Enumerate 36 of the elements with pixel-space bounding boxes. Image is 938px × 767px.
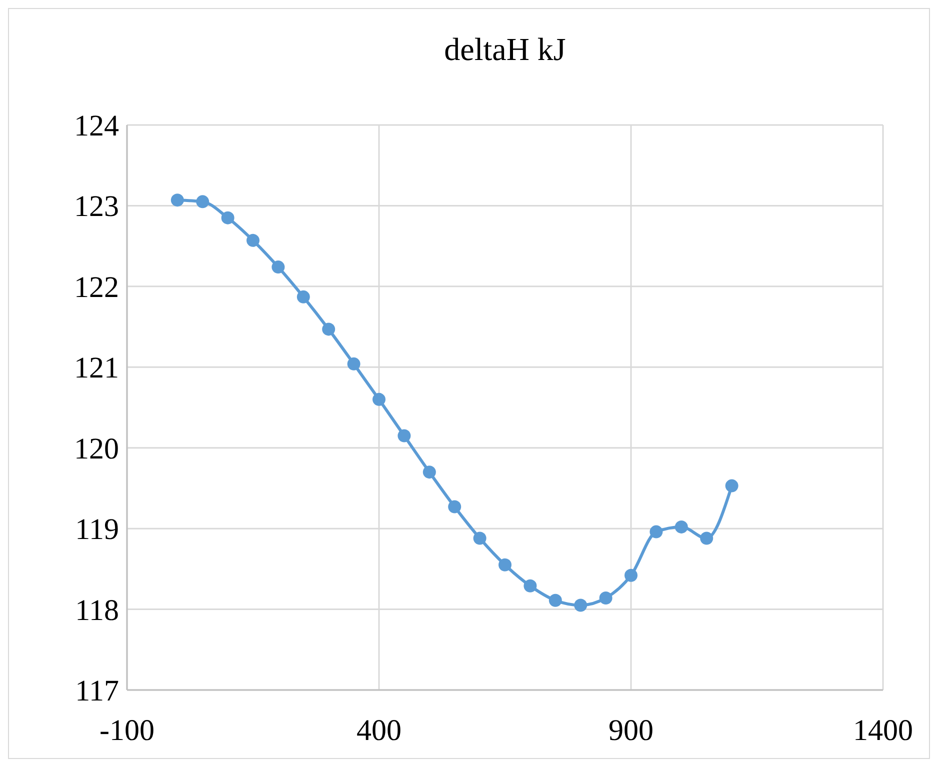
point: [650, 525, 663, 538]
chart-title: deltaH kJ: [444, 31, 566, 67]
point: [170, 194, 184, 207]
x-tick-label: 1400: [853, 714, 913, 747]
y-tick-label: 120: [74, 432, 119, 466]
x-tick-label: -100: [100, 714, 154, 747]
point: [372, 392, 386, 406]
y-tick-label: 124: [74, 110, 119, 142]
y-tick-label: 121: [74, 352, 119, 385]
point: [272, 260, 285, 274]
point: [473, 532, 486, 545]
point: [524, 579, 537, 592]
point: [624, 568, 638, 582]
point: [347, 357, 360, 370]
y-tick-label: 119: [75, 513, 119, 546]
y-tick-label: 117: [75, 674, 119, 708]
point: [725, 479, 738, 492]
point: [674, 520, 688, 534]
point: [398, 429, 411, 442]
point: [548, 594, 562, 607]
point: [448, 500, 462, 514]
point: [498, 558, 512, 572]
point: [599, 591, 612, 604]
point: [422, 466, 436, 479]
point: [246, 234, 260, 247]
point: [322, 322, 336, 336]
point: [196, 195, 210, 208]
y-tick-label: 123: [74, 190, 119, 224]
point: [700, 532, 714, 545]
y-tick-label: 122: [74, 270, 119, 304]
point: [296, 290, 310, 304]
x-tick-label: 400: [356, 714, 402, 747]
point: [221, 211, 234, 224]
y-tick-label: 118: [75, 594, 119, 627]
point: [574, 598, 588, 612]
x-tick-label: 900: [608, 714, 654, 747]
